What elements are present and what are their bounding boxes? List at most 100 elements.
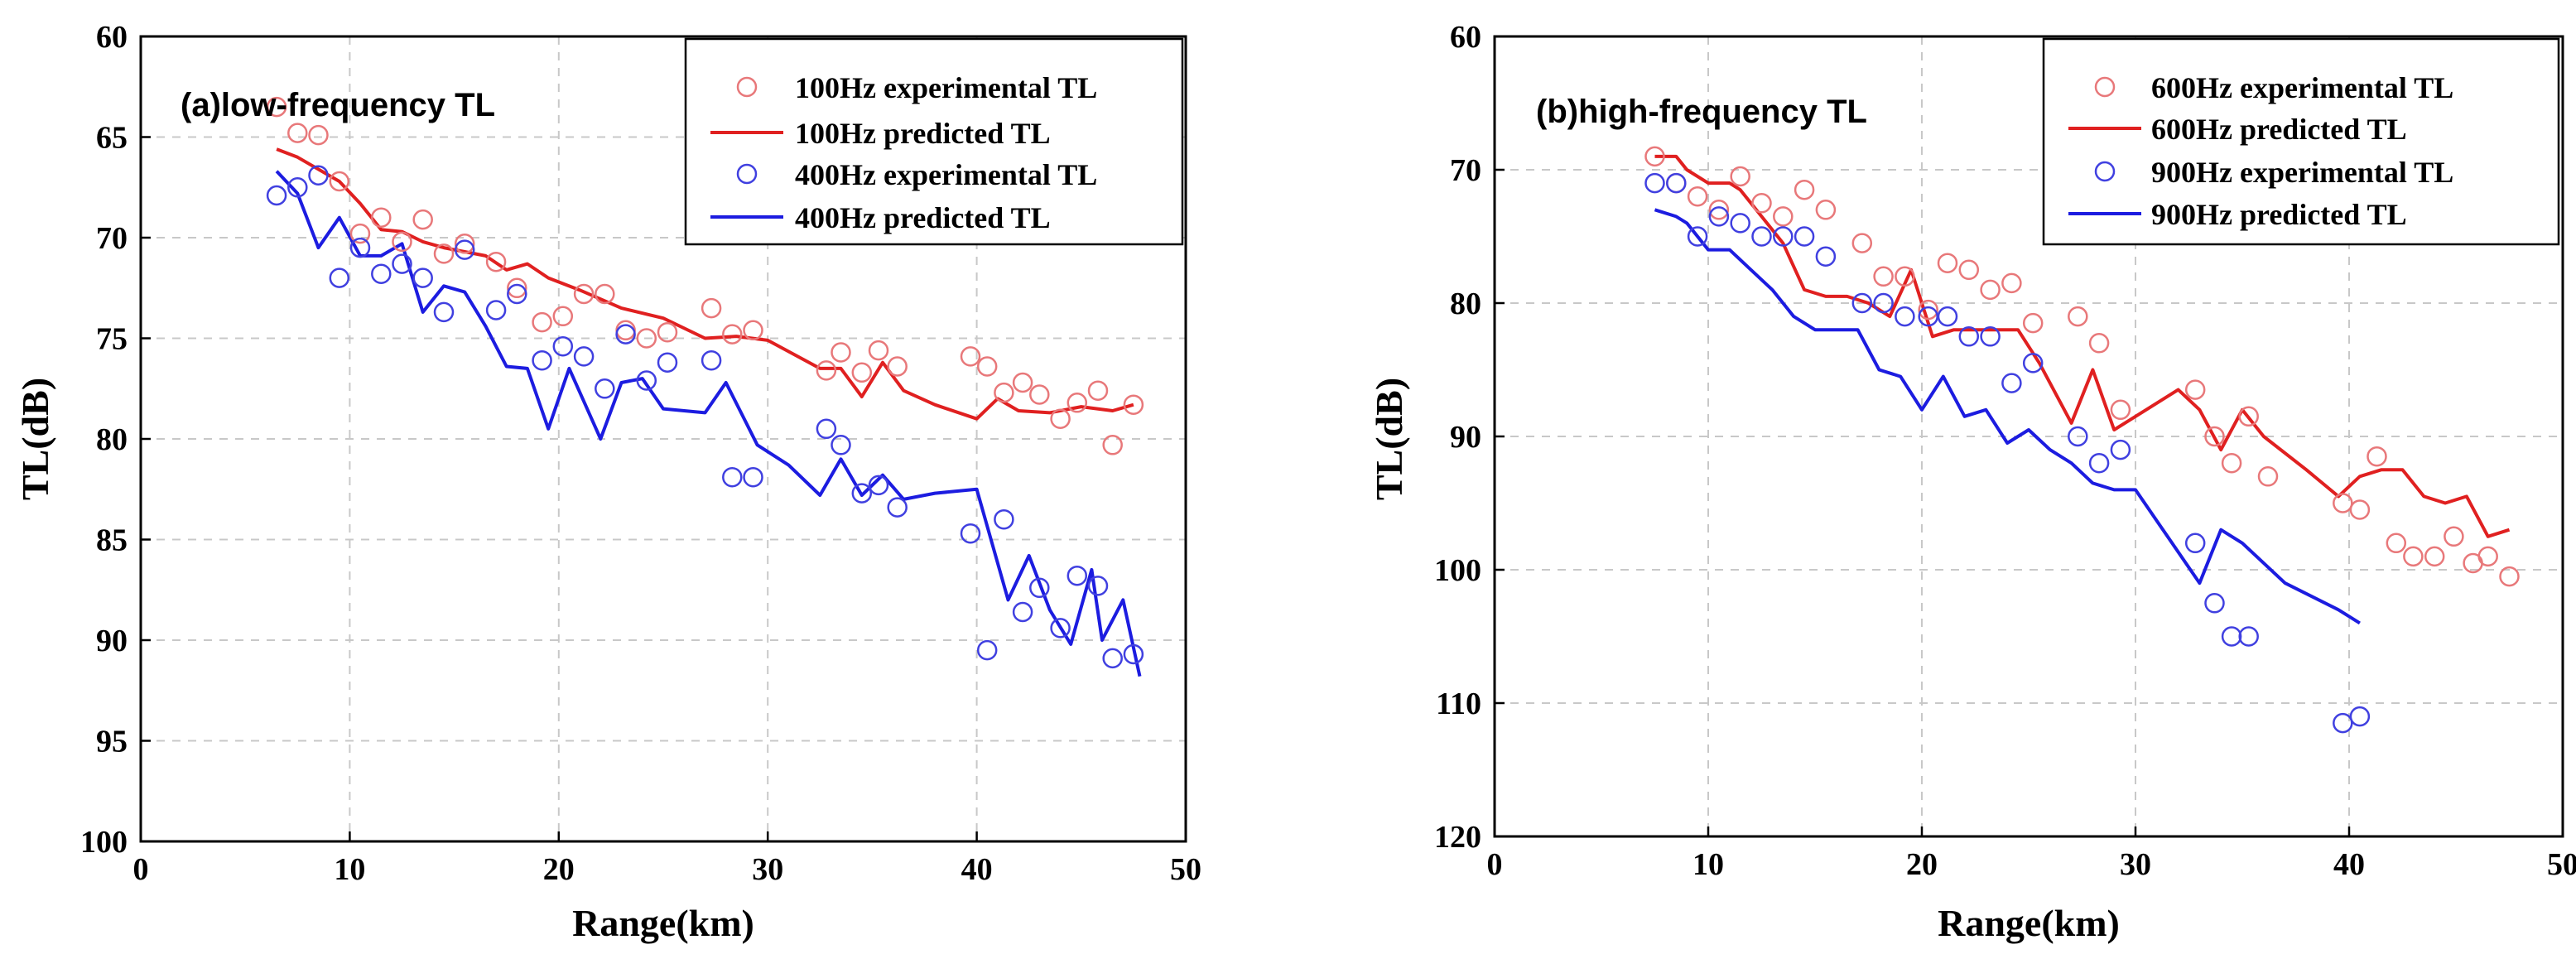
- panel-b-point-900hz-experimental-tl: [2001, 373, 2022, 393]
- panel-a-x-tick-label: 20: [543, 852, 575, 887]
- panel-a-point-100hz-experimental-tl: [816, 360, 837, 381]
- panel-b-point-600hz-experimental-tl: [2367, 446, 2387, 467]
- panel-a-y-tick-label: 85: [96, 523, 128, 558]
- panel-b-point-600hz-experimental-tl: [1751, 193, 1772, 214]
- panel-b-point-900hz-experimental-tl: [1815, 246, 1837, 267]
- panel-a-point-100hz-experimental-tl: [960, 346, 981, 367]
- panel-a-y-tick-label: 90: [96, 624, 128, 658]
- panel-a-axes-frame: [139, 35, 1187, 843]
- panel-a-point-100hz-experimental-tl: [831, 342, 851, 363]
- panel-a-x-axis-title: Range(km): [572, 902, 754, 944]
- panel-a-point-100hz-experimental-tl: [615, 320, 636, 341]
- panel-b-point-600hz-experimental-tl: [2499, 566, 2520, 587]
- panel-a-point-400hz-experimental-tl: [1102, 648, 1123, 669]
- panel-b-legend-label-600hz-experimental: 600Hz experimental TL: [2151, 71, 2453, 104]
- panel-a-point-400hz-experimental-tl: [1012, 601, 1033, 623]
- panel-a-point-400hz-experimental-tl: [831, 435, 851, 455]
- panel-a-point-400hz-experimental-tl: [595, 378, 615, 399]
- panel-b-point-600hz-experimental-tl: [1773, 206, 1794, 227]
- panel-b-y-tick-label: 70: [1450, 153, 1481, 188]
- panel-a-point-100hz-experimental-tl: [454, 234, 475, 254]
- panel-a-point-400hz-experimental-tl: [485, 300, 507, 320]
- panel-b-point-900hz-experimental-tl: [2110, 439, 2131, 460]
- panel-b-point-900hz-experimental-tl: [2088, 452, 2110, 474]
- panel-a-point-100hz-experimental-tl: [412, 209, 433, 230]
- panel-a-point-100hz-experimental-tl: [1067, 393, 1088, 413]
- panel-b-point-600hz-experimental-tl: [2022, 312, 2044, 334]
- panel-b-x-tick-label: 40: [2333, 847, 2365, 882]
- panel-a-point-100hz-experimental-tl: [1050, 408, 1071, 429]
- panel-a-point-100hz-experimental-tl: [851, 362, 873, 383]
- panel-b-line-600hz-predicted-tl: [1654, 154, 2511, 538]
- panel-b-point-900hz-experimental-tl: [1666, 172, 1687, 194]
- panel-a-line-400hz-predicted-tl: [275, 170, 1142, 677]
- panel-b-legend-label-900hz-experimental: 900Hz experimental TL: [2151, 156, 2453, 189]
- panel-a-point-100hz-experimental-tl: [657, 321, 678, 343]
- panel-b-x-tick-label: 0: [1487, 847, 1503, 882]
- panel-a-point-400hz-experimental-tl: [1123, 643, 1144, 665]
- panel-a-point-400hz-experimental-tl: [816, 418, 837, 440]
- panel-a-y-tick-label: 75: [96, 322, 128, 357]
- panel-b-point-600hz-experimental-tl: [1730, 166, 1750, 187]
- panel-b-y-tick-label: 110: [1436, 687, 1481, 721]
- panel-b-point-600hz-experimental-tl: [2088, 333, 2110, 354]
- panel-b-title: (b)high-frequency TL: [1536, 94, 1867, 130]
- panel-b-y-axis-title: TL(dB): [1368, 378, 1410, 500]
- panel-a-point-400hz-experimental-tl: [887, 497, 908, 518]
- panel-a-point-400hz-experimental-tl: [868, 475, 889, 496]
- panel-a-legend-label-400hz-experimental: 400Hz experimental TL: [795, 158, 1097, 191]
- panel-a-legend-swatch-400hz-experimental: [736, 163, 758, 185]
- panel-a-point-100hz-experimental-tl: [636, 328, 657, 349]
- panel-a-title: (a)low-frequency TL: [181, 87, 495, 123]
- panel-b-point-900hz-experimental-tl: [2349, 706, 2371, 727]
- panel-b-point-600hz-experimental-tl: [2333, 493, 2353, 513]
- panel-a-point-400hz-experimental-tl: [657, 352, 678, 373]
- panel-b-legend-label-900hz-predicted: 900Hz predicted TL: [2151, 198, 2407, 231]
- panel-b-point-900hz-experimental-tl: [1958, 326, 1980, 347]
- panel-a-legend-swatch-100hz-experimental: [736, 76, 758, 98]
- panel-b-x-tick-label: 20: [1906, 847, 1938, 882]
- panel-b-point-900hz-experimental-tl: [1851, 292, 1873, 314]
- panel-b-point-900hz-experimental-tl: [2333, 712, 2353, 734]
- panel-a-point-100hz-experimental-tl: [433, 243, 455, 264]
- panel-a-y-tick-label: 100: [80, 825, 128, 860]
- panel-b-x-tick-label: 30: [2120, 847, 2151, 882]
- panel-a-point-400hz-experimental-tl: [433, 301, 455, 323]
- panel-b-point-600hz-experimental-tl: [2110, 399, 2131, 421]
- panel-b-point-600hz-experimental-tl: [2444, 526, 2464, 547]
- panel-a-point-400hz-experimental-tl: [960, 523, 981, 544]
- panel-b-point-600hz-experimental-tl: [1708, 200, 1730, 220]
- panel-b-point-900hz-experimental-tl: [2022, 353, 2044, 373]
- panel-b-x-tick-label: 50: [2547, 847, 2576, 882]
- panel-a-chart: 0 10 20 30 40 50 60 65 70 75 80 85 90 95 100 (a)low-fr…: [14, 20, 1201, 944]
- panel-a-point-400hz-experimental-tl: [1029, 577, 1050, 599]
- panel-a-y-tick-label: 65: [96, 121, 128, 156]
- panel-a-point-100hz-experimental-tl: [287, 123, 308, 143]
- panel-a-point-400hz-experimental-tl: [851, 483, 873, 504]
- panel-a-point-100hz-experimental-tl: [1087, 380, 1109, 401]
- panel-a-legend: 100Hz experimental TL 100Hz predicted TL…: [684, 37, 1184, 246]
- panel-a-point-100hz-experimental-tl: [1102, 435, 1123, 455]
- panel-b-point-600hz-experimental-tl: [1873, 266, 1894, 287]
- panel-a-point-400hz-experimental-tl: [1050, 618, 1071, 639]
- panel-a-point-100hz-experimental-tl: [868, 340, 889, 361]
- panel-a-point-100hz-experimental-tl: [485, 251, 507, 272]
- panel-a-x-tick-label: 10: [334, 852, 365, 887]
- panel-b-point-600hz-experimental-tl: [1851, 233, 1873, 253]
- panel-a-series: [266, 96, 1144, 677]
- panel-a-point-400hz-experimental-tl: [1087, 576, 1109, 596]
- panel-b-point-900hz-experimental-tl: [1730, 213, 1750, 234]
- panel-a-point-400hz-experimental-tl: [287, 177, 308, 198]
- panel-b-legend-swatch-600hz-experimental: [2094, 76, 2116, 98]
- panel-b-legend: 600Hz experimental TL 600Hz predicted TL…: [2042, 37, 2560, 246]
- panel-a-point-400hz-experimental-tl: [701, 349, 722, 371]
- panel-a-point-400hz-experimental-tl: [329, 267, 350, 288]
- panel-b-point-600hz-experimental-tl: [1958, 259, 1980, 281]
- panel-b-point-900hz-experimental-tl: [2204, 593, 2225, 614]
- panel-a-point-400hz-experimental-tl: [454, 239, 475, 260]
- panel-a-x-tick-label: 30: [752, 852, 783, 887]
- panel-a-point-100hz-experimental-tl: [573, 283, 595, 305]
- panel-b-point-600hz-experimental-tl: [1815, 200, 1837, 220]
- panel-a-legend-label-100hz-experimental: 100Hz experimental TL: [795, 71, 1097, 104]
